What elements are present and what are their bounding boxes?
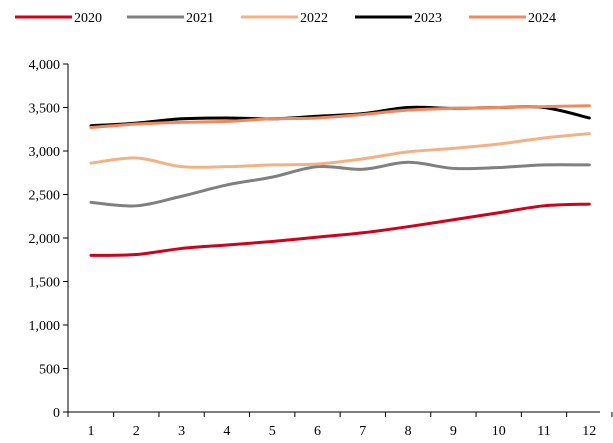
y-tick-label: 2,500	[29, 189, 61, 204]
x-tick-label: 9	[450, 424, 457, 439]
y-tick-label: 3,000	[29, 145, 61, 160]
x-tick-label: 7	[359, 424, 366, 439]
legend-label-2023: 2023	[414, 11, 442, 26]
y-tick-label: 3,500	[29, 102, 61, 117]
y-tick-label: 1,500	[29, 276, 61, 291]
x-tick-label: 1	[88, 424, 95, 439]
x-axis: 1 2 3 4 5 6 7 8 9 10 11 12	[68, 412, 612, 439]
x-tick-label: 11	[537, 424, 550, 439]
series-line-2022	[91, 134, 589, 168]
series-line-2020	[91, 204, 589, 255]
x-tick-label: 5	[269, 424, 276, 439]
legend-label-2021: 2021	[186, 11, 214, 26]
legend-label-2024: 2024	[528, 11, 556, 26]
y-axis: 0 500 1,000 1,500 2,000 2,500 3,000 3,500 4,000	[29, 58, 69, 421]
y-tick-label: 4,000	[29, 58, 61, 73]
chart-legend: 2020 2021 2022 2023 2024	[15, 11, 556, 26]
x-tick-label: 2	[133, 424, 140, 439]
series-line-2024	[91, 106, 589, 128]
x-tick-label: 6	[314, 424, 321, 439]
y-tick-label: 0	[53, 406, 60, 421]
legend-label-2020: 2020	[74, 11, 102, 26]
x-tick-label: 10	[492, 424, 506, 439]
x-tick-label: 3	[178, 424, 185, 439]
x-tick-label: 8	[405, 424, 412, 439]
y-tick-label: 500	[39, 363, 60, 378]
x-tick-label: 12	[582, 424, 596, 439]
series-line-2021	[91, 162, 589, 206]
y-tick-label: 1,000	[29, 319, 61, 334]
x-tick-label: 4	[223, 424, 230, 439]
y-tick-label: 2,000	[29, 232, 61, 247]
legend-label-2022: 2022	[300, 11, 328, 26]
series-lines	[91, 106, 589, 256]
